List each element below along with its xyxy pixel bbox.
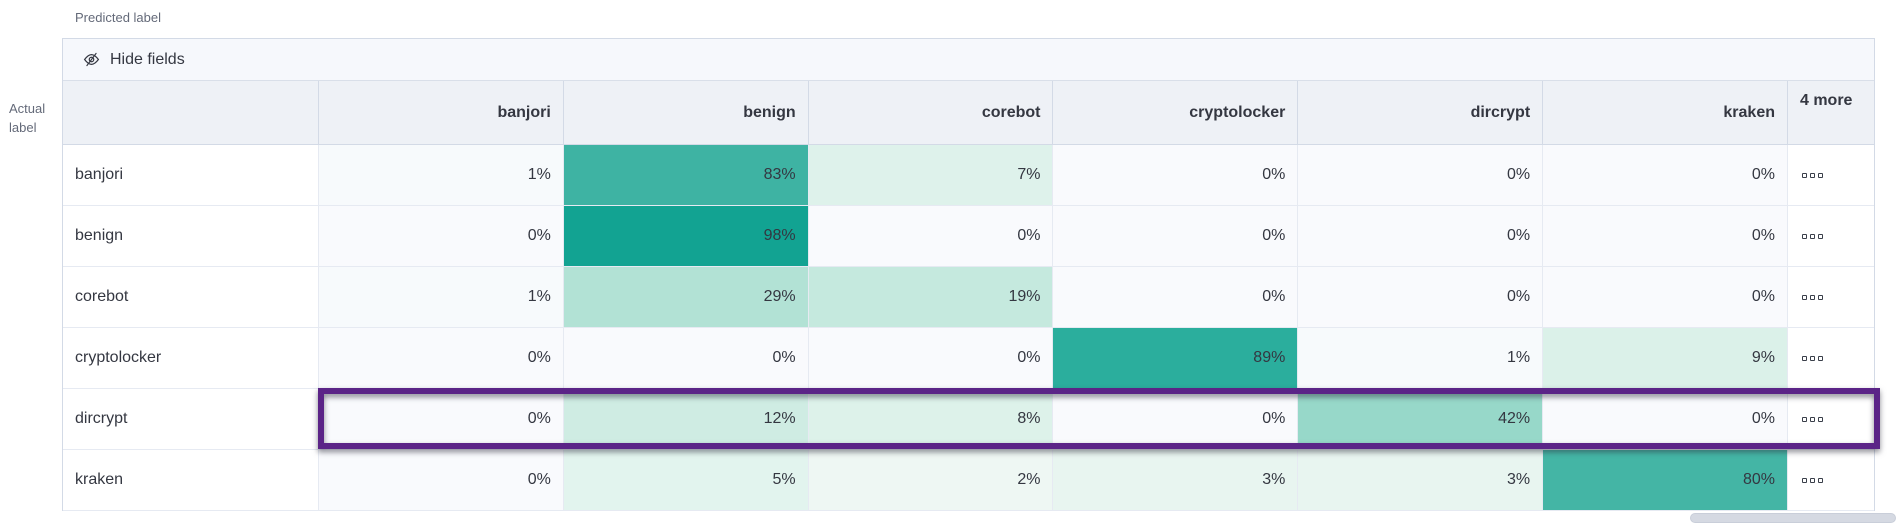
eye-closed-icon	[83, 51, 100, 68]
matrix-cell-corebot-dircrypt: 0%	[1298, 267, 1544, 328]
matrix-cell-benign-dircrypt: 0%	[1298, 206, 1544, 267]
actual-axis-label-line2: label	[9, 119, 37, 135]
column-header-corebot[interactable]: corebot	[808, 81, 1054, 145]
matrix-cell-dircrypt-benign: 12%	[563, 389, 809, 450]
matrix-cell-kraken-cryptolocker: 3%	[1053, 450, 1299, 511]
predicted-axis-label: Predicted label	[75, 10, 161, 25]
matrix-cell-banjori-kraken: 0%	[1543, 145, 1788, 206]
matrix-cell-benign-kraken: 0%	[1543, 206, 1788, 267]
matrix-cell-dircrypt-corebot: 8%	[808, 389, 1054, 450]
more-values-cell	[1787, 328, 1874, 389]
boxes-horizontal-icon	[1801, 477, 1823, 483]
actual-axis-label-line1: Actual	[9, 101, 46, 116]
more-values-cell	[1787, 450, 1874, 511]
matrix-cell-kraken-kraken: 80%	[1543, 450, 1788, 511]
matrix-cell-cryptolocker-kraken: 9%	[1543, 328, 1788, 389]
matrix-cell-banjori-benign: 83%	[563, 145, 809, 206]
matrix-cell-kraken-banjori: 0%	[319, 450, 564, 511]
horizontal-scrollbar[interactable]	[1690, 513, 1896, 523]
boxes-horizontal-icon	[1801, 355, 1823, 361]
matrix-cell-cryptolocker-corebot: 0%	[808, 328, 1054, 389]
matrix-cell-dircrypt-kraken: 0%	[1543, 389, 1788, 450]
row-label-benign: benign	[63, 206, 319, 267]
more-values-cell	[1787, 145, 1874, 206]
row-label-banjori: banjori	[63, 145, 319, 206]
matrix-cell-banjori-dircrypt: 0%	[1298, 145, 1544, 206]
matrix: banjori benign corebot cryptolocker dircrypt…	[63, 81, 1874, 511]
column-header-banjori[interactable]: banjori	[319, 81, 564, 145]
column-header-kraken[interactable]: kraken	[1543, 81, 1788, 145]
row-label-dircrypt: dircrypt	[63, 389, 319, 450]
matrix-cell-banjori-cryptolocker: 0%	[1053, 145, 1299, 206]
matrix-cell-dircrypt-cryptolocker: 0%	[1053, 389, 1299, 450]
column-header-dircrypt[interactable]: dircrypt	[1298, 81, 1544, 145]
matrix-cell-kraken-benign: 5%	[563, 450, 809, 511]
boxes-horizontal-icon	[1801, 172, 1823, 178]
actual-axis-label: Actual label	[9, 100, 59, 138]
matrix-cell-benign-benign: 98%	[563, 206, 809, 267]
matrix-cell-dircrypt-dircrypt: 42%	[1298, 389, 1544, 450]
matrix-cell-banjori-corebot: 7%	[808, 145, 1054, 206]
boxes-horizontal-icon	[1801, 294, 1823, 300]
matrix-cell-benign-corebot: 0%	[808, 206, 1054, 267]
hide-fields-label: Hide fields	[110, 50, 185, 68]
row-label-kraken: kraken	[63, 450, 319, 511]
matrix-cell-cryptolocker-cryptolocker: 89%	[1053, 328, 1299, 389]
matrix-cell-corebot-banjori: 1%	[319, 267, 564, 328]
column-header-cryptolocker[interactable]: cryptolocker	[1053, 81, 1299, 145]
matrix-cell-cryptolocker-banjori: 0%	[319, 328, 564, 389]
matrix-cell-kraken-corebot: 2%	[808, 450, 1054, 511]
matrix-cell-benign-banjori: 0%	[319, 206, 564, 267]
matrix-corner-cell	[63, 81, 319, 145]
matrix-cell-corebot-corebot: 19%	[808, 267, 1054, 328]
hide-fields-button[interactable]: Hide fields	[83, 51, 185, 69]
more-values-cell	[1787, 267, 1874, 328]
matrix-cell-cryptolocker-benign: 0%	[563, 328, 809, 389]
boxes-horizontal-icon	[1801, 233, 1823, 239]
matrix-cell-cryptolocker-dircrypt: 1%	[1298, 328, 1544, 389]
more-values-cell	[1787, 206, 1874, 267]
matrix-cell-benign-cryptolocker: 0%	[1053, 206, 1299, 267]
matrix-cell-corebot-benign: 29%	[563, 267, 809, 328]
row-label-corebot: corebot	[63, 267, 319, 328]
column-header-more[interactable]: 4 more	[1787, 81, 1874, 145]
data-grid-toolbar: Hide fields	[63, 39, 1874, 81]
more-values-cell	[1787, 389, 1874, 450]
boxes-horizontal-icon	[1801, 416, 1823, 422]
column-header-benign[interactable]: benign	[563, 81, 809, 145]
matrix-cell-corebot-cryptolocker: 0%	[1053, 267, 1299, 328]
matrix-cell-dircrypt-banjori: 0%	[319, 389, 564, 450]
matrix-cell-banjori-banjori: 1%	[319, 145, 564, 206]
row-label-cryptolocker: cryptolocker	[63, 328, 319, 389]
matrix-cell-corebot-kraken: 0%	[1543, 267, 1788, 328]
matrix-cell-kraken-dircrypt: 3%	[1298, 450, 1544, 511]
data-grid: Hide fields banjori benign corebot cryptolo…	[62, 38, 1875, 511]
